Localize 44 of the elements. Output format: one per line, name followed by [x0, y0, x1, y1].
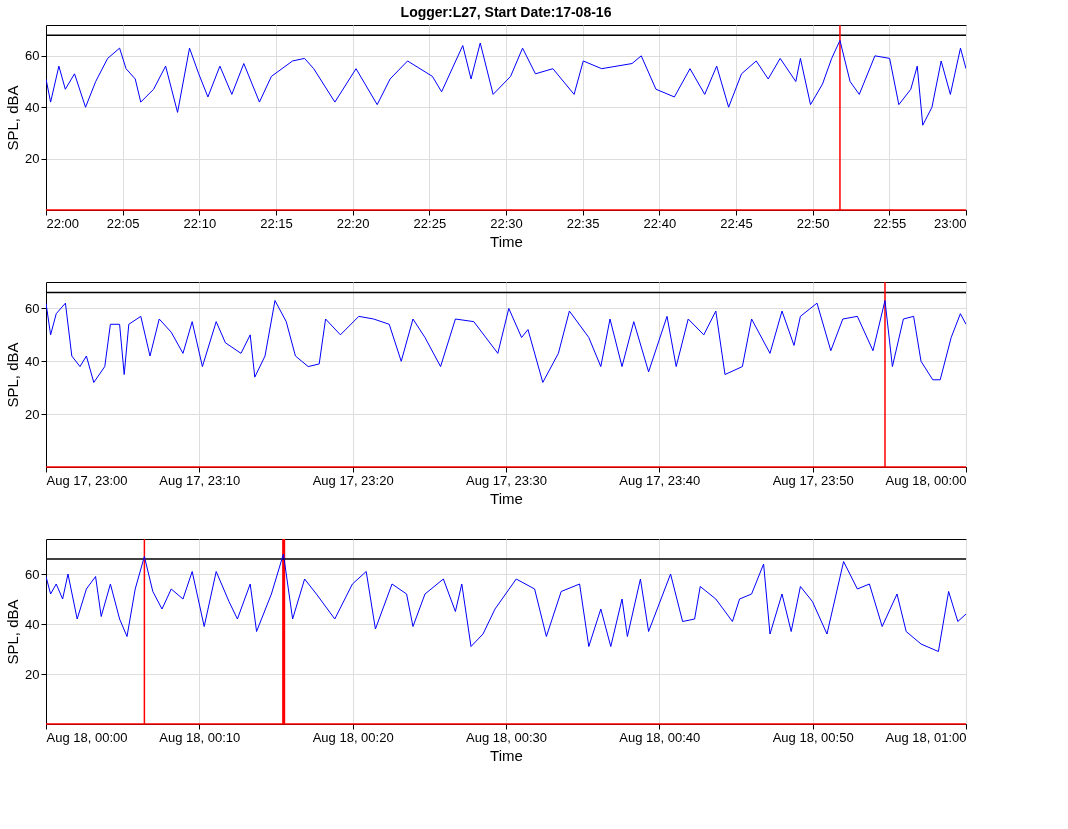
x-tick-label: 23:00: [933, 215, 967, 231]
x-tick-label: 22:15: [260, 215, 293, 231]
y-tick-label: 60: [25, 566, 40, 582]
y-tick-label: 40: [25, 99, 40, 115]
x-tick-label: Aug 17, 23:30: [466, 472, 547, 488]
chart-title: Logger:L27, Start Date:17-08-16: [400, 4, 612, 21]
y-tick-label: 20: [25, 406, 40, 422]
x-tick-label: 22:00: [46, 215, 80, 231]
x-tick-label: Aug 18, 00:00: [885, 472, 967, 488]
x-tick-label: Aug 17, 23:20: [312, 472, 394, 488]
y-tick-label: 40: [25, 616, 40, 632]
x-tick-label: Aug 17, 23:40: [619, 472, 701, 488]
y-tick-label: 40: [25, 353, 40, 369]
x-tick-label: Aug 17, 23:00: [46, 472, 128, 488]
x-tick-label: Aug 18, 00:30: [466, 729, 547, 745]
x-tick-label: 22:45: [720, 215, 753, 231]
line-series: [46, 39, 966, 126]
y-tick-label: 20: [25, 666, 40, 682]
x-axis-title: Time: [490, 232, 523, 250]
x-tick-label: Aug 18, 00:00: [46, 729, 128, 745]
x-tick-label: Aug 17, 23:10: [159, 472, 241, 488]
x-tick-label: 22:25: [413, 215, 447, 231]
x-tick-label: 22:05: [106, 215, 140, 231]
x-axis-title: Time: [490, 746, 523, 764]
x-tick-label: 22:50: [796, 215, 830, 231]
x-tick-label: 22:20: [336, 215, 370, 231]
x-tick-label: Aug 17, 23:50: [772, 472, 854, 488]
x-tick-label: 22:40: [643, 215, 677, 231]
x-tick-label: Aug 18, 00:40: [619, 729, 701, 745]
y-axis-title: SPL, dBA: [4, 85, 22, 151]
x-axis-title: Time: [490, 489, 523, 507]
x-tick-label: 22:30: [490, 215, 523, 231]
x-tick-label: Aug 18, 00:50: [772, 729, 854, 745]
y-axis-title: SPL, dBA: [4, 342, 22, 408]
x-tick-label: Aug 18, 00:20: [312, 729, 394, 745]
y-tick-label: 60: [25, 48, 40, 64]
x-tick-label: 22:35: [566, 215, 600, 231]
x-tick-label: Aug 18, 00:10: [159, 729, 241, 745]
x-tick-label: 22:55: [873, 215, 907, 231]
x-tick-label: 22:10: [183, 215, 217, 231]
x-tick-label: Aug 18, 01:00: [885, 729, 967, 745]
y-tick-label: 20: [25, 151, 40, 167]
y-axis-title: SPL, dBA: [4, 599, 22, 665]
y-tick-label: 60: [25, 300, 40, 316]
